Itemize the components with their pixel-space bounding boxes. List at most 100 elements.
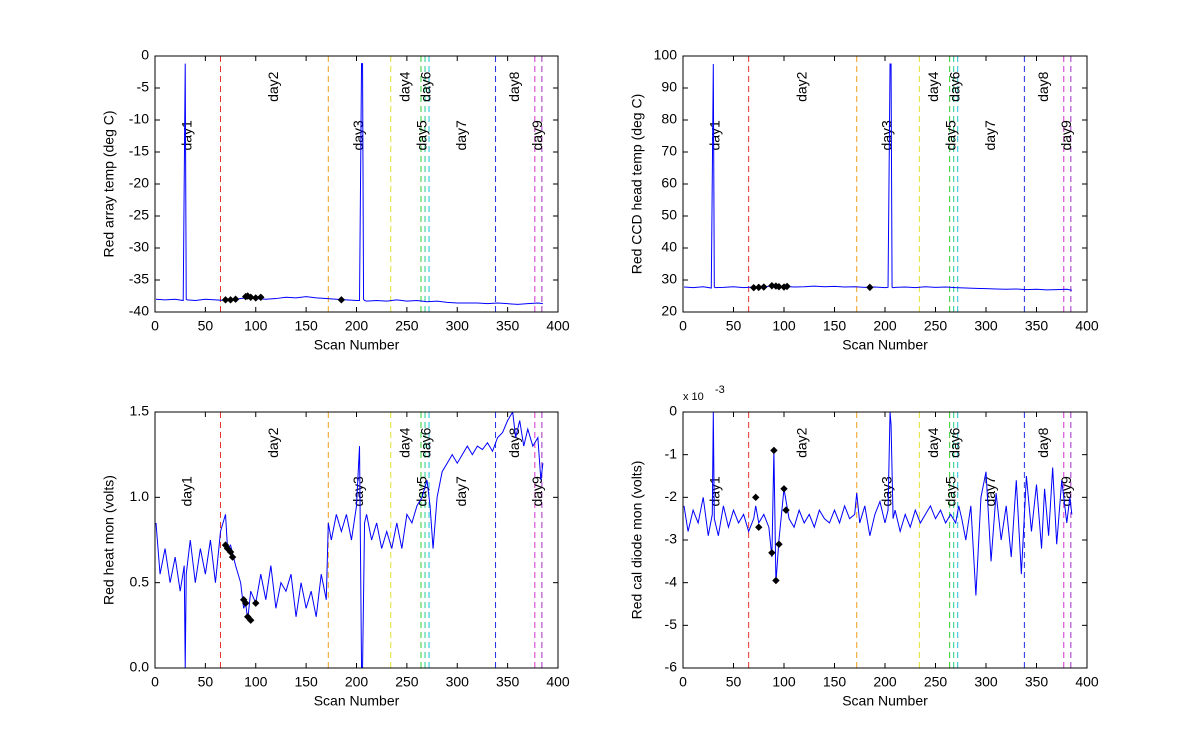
plot-layer	[683, 63, 1072, 292]
marker	[752, 493, 760, 502]
y-tick-label: -5	[137, 79, 150, 95]
data-line	[683, 412, 1073, 596]
marker	[782, 506, 790, 514]
day-label: day6	[418, 427, 434, 458]
day-label: day6	[946, 427, 962, 458]
x-tick-label: 150	[294, 318, 318, 334]
day-label: day4	[925, 71, 941, 102]
plot-layer	[155, 412, 544, 668]
x-tick-label: 400	[1075, 318, 1099, 334]
x-tick-label: 350	[1025, 318, 1049, 334]
y-tick-label: -20	[129, 175, 149, 191]
marker	[770, 446, 778, 455]
marker	[241, 599, 250, 607]
x-tick-label: 300	[446, 674, 470, 690]
x-tick-label: 0	[679, 318, 687, 334]
plot-layer	[155, 63, 543, 305]
x-tick-label: 250	[395, 318, 419, 334]
marker	[775, 283, 783, 291]
day-layer	[219, 412, 543, 668]
y-tick-label: -25	[129, 207, 149, 223]
marker	[221, 296, 230, 304]
day-label: day2	[793, 71, 809, 102]
day-label: day2	[265, 427, 281, 458]
day-label: day2	[793, 427, 809, 458]
x-tick-label: 400	[546, 674, 570, 690]
x-axis-label: Scan Number	[314, 337, 400, 353]
x-tick-label: 350	[1025, 674, 1049, 690]
axes-background	[155, 412, 558, 668]
y-tick-label: 80	[661, 111, 677, 127]
marker	[252, 599, 260, 607]
day-layer	[748, 56, 1072, 312]
day-label: day3	[879, 120, 895, 151]
x-tick-label: 100	[244, 674, 268, 690]
day-layer	[748, 412, 1072, 668]
day-label: day6	[418, 71, 434, 102]
x-tick-label: 400	[1075, 674, 1099, 690]
y-tick-label: -40	[129, 303, 149, 319]
marker	[247, 293, 255, 301]
day-label: day7	[982, 476, 998, 507]
day-label: day7	[453, 120, 469, 151]
day-label: day7	[453, 476, 469, 507]
x-tick-label: 50	[198, 674, 214, 690]
day-layer	[219, 56, 543, 312]
x-tick-label: 100	[772, 674, 796, 690]
day-label: day9	[529, 476, 545, 507]
x-tick-label: 0	[151, 318, 159, 334]
marker	[257, 293, 265, 301]
y-tick-label: -2	[665, 488, 678, 504]
day-label: day5	[942, 120, 958, 151]
day-label: day4	[397, 427, 413, 458]
day-label: day1	[178, 120, 194, 151]
x-tick-label: 250	[395, 674, 419, 690]
plot-layer	[683, 412, 1073, 596]
marker	[247, 616, 255, 624]
marker	[772, 576, 780, 585]
day-label: day1	[707, 120, 723, 151]
y-tick-label: 90	[661, 79, 677, 95]
x-tick-label: 150	[823, 318, 847, 334]
data-line	[683, 63, 1072, 291]
y-tick-label: -35	[129, 271, 149, 287]
marker	[228, 553, 237, 561]
x-tick-label: 250	[924, 318, 948, 334]
day-label: day8	[1035, 427, 1051, 458]
day-label: day1	[178, 476, 194, 507]
day-label: day8	[1035, 71, 1051, 102]
marker	[866, 283, 874, 292]
y-axis-label: Red array temp (deg C)	[101, 110, 117, 257]
data-line	[155, 63, 543, 305]
y-tick-label: 40	[661, 239, 677, 255]
y-tick-label: 100	[654, 47, 678, 63]
y-tick-label: -1	[665, 445, 678, 461]
y-tick-label: 0.5	[130, 573, 150, 589]
y-exponent: -3	[715, 384, 725, 396]
day-label: day5	[942, 476, 958, 507]
x-axis-label: Scan Number	[842, 693, 928, 709]
day-label: day3	[350, 120, 366, 151]
axes-background	[683, 56, 1087, 312]
x-tick-label: 300	[974, 674, 998, 690]
x-tick-label: 200	[873, 318, 897, 334]
x-tick-label: 150	[823, 674, 847, 690]
marker	[749, 283, 758, 292]
x-tick-label: 50	[726, 318, 742, 334]
x-tick-label: 300	[974, 318, 998, 334]
y-tick-label: -5	[665, 616, 678, 632]
day-label: day4	[925, 427, 941, 458]
marker	[231, 295, 240, 303]
y-tick-label: 50	[661, 207, 677, 223]
x-tick-label: 50	[726, 674, 742, 690]
y-tick-label: 0	[141, 47, 149, 63]
day-label: day3	[350, 476, 366, 507]
x-tick-label: 200	[873, 674, 897, 690]
x-tick-label: 400	[546, 318, 570, 334]
day-label: day8	[506, 71, 522, 102]
x-tick-label: 50	[198, 318, 214, 334]
y-tick-label: 1.0	[130, 488, 150, 504]
marker	[755, 523, 763, 531]
x-tick-label: 200	[345, 674, 369, 690]
y-tick-label: 30	[661, 271, 677, 287]
